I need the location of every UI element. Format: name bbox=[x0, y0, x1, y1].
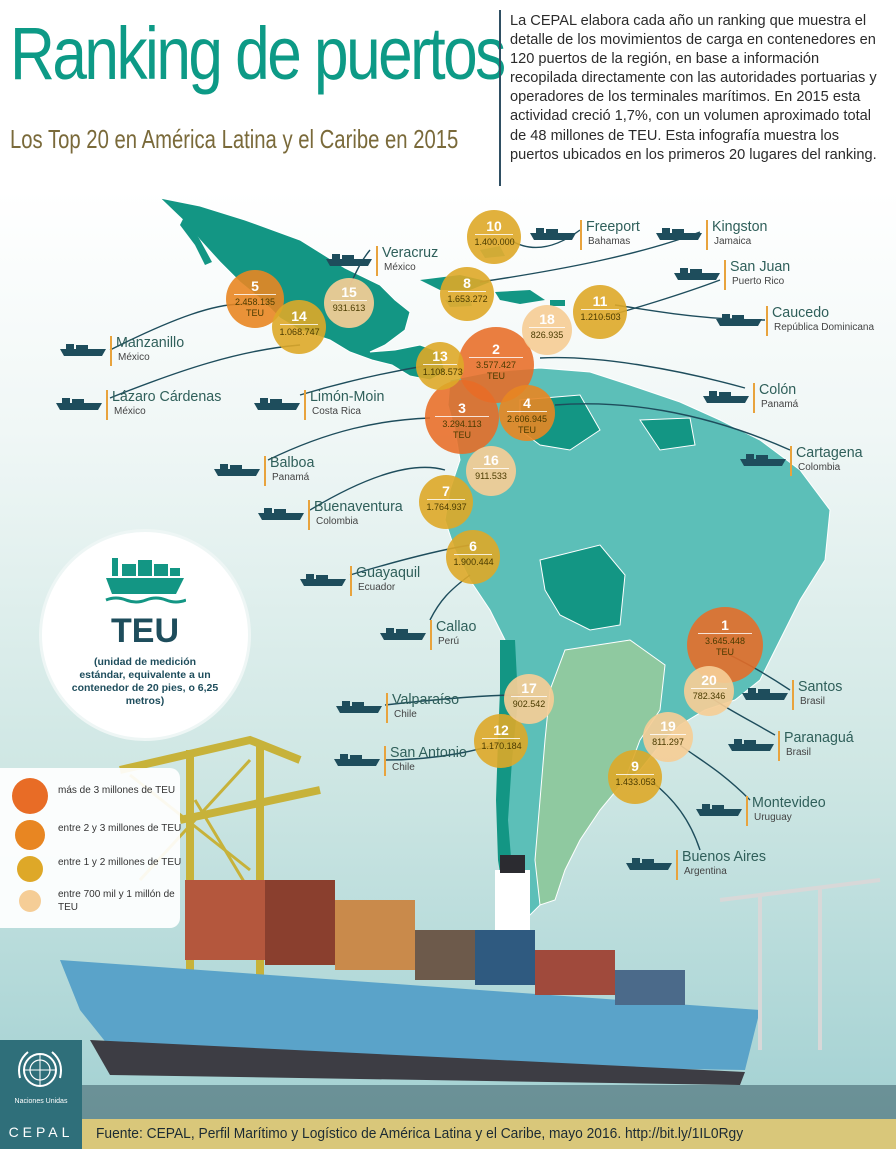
port-country: Costa Rica bbox=[312, 406, 361, 417]
port-country: Colombia bbox=[798, 462, 841, 473]
port-name: Kingston bbox=[712, 218, 768, 235]
port-country: República Dominicana bbox=[774, 322, 875, 333]
bubble-rank-18: 18 826.935 bbox=[522, 305, 572, 355]
source-bar bbox=[82, 1119, 896, 1149]
bubble-rank-6: 6 1.900.444 bbox=[446, 530, 500, 584]
bubble-rank-7: 7 1.764.937 bbox=[419, 475, 473, 529]
ship-icon bbox=[326, 254, 372, 266]
teu-description: (unidad de medición estándar, equivalent… bbox=[71, 656, 219, 707]
port-country: Brasil bbox=[786, 747, 812, 758]
port-name: Guayaquil bbox=[356, 564, 421, 581]
bubble-rank-10: 10 1.400.000 bbox=[467, 210, 521, 264]
port-name: Balboa bbox=[270, 454, 315, 471]
teu-info-circle: TEU (unidad de medición estándar, equiva… bbox=[42, 532, 248, 738]
bubble-rank-1: 1 3.645.448 TEU bbox=[687, 607, 763, 683]
port-country: México bbox=[114, 406, 146, 417]
ship-icon bbox=[740, 454, 786, 466]
page-title: Ranking de puertos bbox=[10, 12, 506, 95]
port-country: Jamaica bbox=[714, 236, 752, 247]
port-name: Manzanillo bbox=[116, 334, 185, 351]
ship-icon bbox=[60, 344, 106, 356]
port-name: Freeport bbox=[586, 218, 640, 235]
bubble-rank-17: 17 902.542 bbox=[504, 674, 554, 724]
port-country: México bbox=[384, 262, 416, 273]
bubble-rank-8: 8 1.653.272 bbox=[440, 267, 494, 321]
port-name: San Juan bbox=[730, 258, 791, 275]
bubble-rank-15: 15 931.613 bbox=[324, 278, 374, 328]
ship-icon bbox=[656, 228, 702, 240]
bubble-rank-4: 4 2.606.945 TEU bbox=[499, 385, 555, 441]
bubble-rank-11: 11 1.210.503 bbox=[573, 285, 627, 339]
port-name: Valparaíso bbox=[392, 691, 460, 708]
port-name: Veracruz bbox=[382, 244, 439, 261]
ship-icon bbox=[728, 739, 774, 751]
bubble-rank-16: 16 911.533 bbox=[466, 446, 516, 496]
port-name: Paranaguá bbox=[784, 729, 854, 746]
port-name: Callao bbox=[436, 618, 477, 635]
port-country: México bbox=[118, 352, 150, 363]
bubble-rank-9: 9 1.433.053 bbox=[608, 750, 662, 804]
legend: más de 3 millones de TEU entre 2 y 3 mil… bbox=[0, 768, 181, 928]
bubble-rank-20: 20 782.346 bbox=[684, 666, 734, 716]
bubble-rank-12: 12 1.170.184 bbox=[474, 714, 528, 768]
port-name: Santos bbox=[798, 678, 843, 695]
ship-icon bbox=[530, 228, 576, 240]
cepal-logo: CEPAL bbox=[8, 1124, 74, 1140]
ship-icon bbox=[336, 701, 382, 713]
ship-icon bbox=[716, 314, 762, 326]
port-country: Bahamas bbox=[588, 236, 631, 247]
port-country: Colombia bbox=[316, 516, 359, 527]
ship-icon bbox=[254, 398, 300, 410]
port-name: Buenaventura bbox=[314, 498, 403, 515]
port-country: Chile bbox=[392, 762, 415, 773]
ship-icon bbox=[334, 754, 380, 766]
ship-icon bbox=[674, 268, 720, 280]
ship-icon bbox=[696, 804, 742, 816]
port-country: Puerto Rico bbox=[732, 276, 785, 287]
un-name: Naciones Unidas bbox=[14, 1098, 68, 1105]
ship-icon bbox=[56, 398, 102, 410]
ship-icon bbox=[380, 628, 426, 640]
port-name: Lázaro Cárdenas bbox=[112, 388, 222, 405]
un-emblem-icon bbox=[18, 1051, 62, 1087]
ship-icon bbox=[300, 574, 346, 586]
bubble-rank-19: 19 811.297 bbox=[643, 712, 693, 762]
port-country: Argentina bbox=[684, 866, 727, 877]
port-country: Chile bbox=[394, 709, 417, 720]
port-name: Limón-Moin bbox=[310, 388, 385, 405]
ship-icon bbox=[258, 508, 304, 520]
bubble-rank-3: 3 3.294.113 TEU bbox=[425, 380, 499, 454]
ship-icon bbox=[742, 688, 788, 700]
ship-icon bbox=[214, 464, 260, 476]
port-name: Montevideo bbox=[752, 794, 826, 811]
port-country: Panamá bbox=[272, 472, 310, 483]
port-name: San Antonio bbox=[390, 744, 467, 761]
port-country: Perú bbox=[438, 636, 460, 647]
source-text: Fuente: CEPAL, Perfil Marítimo y Logísti… bbox=[96, 1125, 744, 1142]
intro-divider bbox=[499, 10, 501, 186]
port-name: Buenos Aires bbox=[682, 848, 766, 865]
un-panel bbox=[0, 1040, 82, 1149]
teu-title: TEU bbox=[111, 612, 179, 650]
container-ship-icon bbox=[105, 558, 186, 604]
port-country: Brasil bbox=[800, 696, 826, 707]
port-country: Ecuador bbox=[358, 582, 396, 593]
bubble-rank-14: 14 1.068.747 bbox=[272, 300, 326, 354]
port-name: Caucedo bbox=[772, 304, 830, 321]
port-name: Colón bbox=[759, 381, 797, 398]
bubble-rank-13: 13 1.108.573 bbox=[416, 342, 464, 390]
port-country: Uruguay bbox=[754, 812, 792, 823]
port-country: Panamá bbox=[761, 399, 799, 410]
intro-text: La CEPAL elabora cada año un ranking que… bbox=[510, 13, 877, 163]
ship-icon bbox=[626, 858, 672, 870]
ship-icon bbox=[703, 391, 749, 403]
port-name: Cartagena bbox=[796, 444, 863, 461]
page-subtitle: Los Top 20 en América Latina y el Caribe… bbox=[10, 124, 459, 154]
